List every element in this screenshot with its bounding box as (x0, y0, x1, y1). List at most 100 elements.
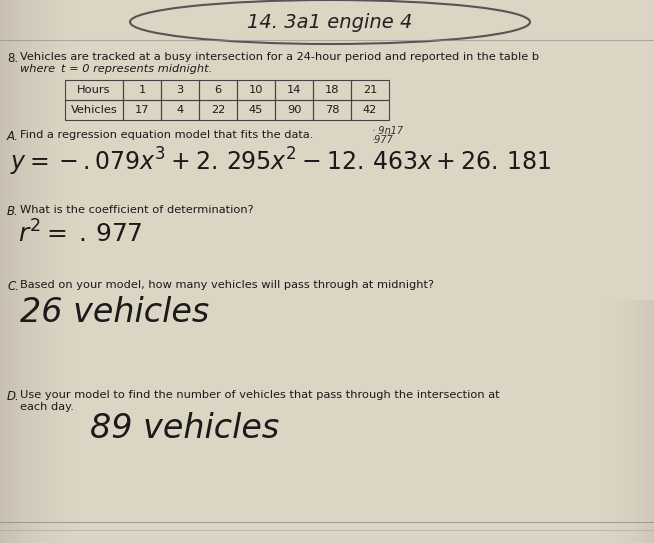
Bar (646, 300, 647, 543)
Bar (627, 300, 628, 543)
Bar (49, 0, 50, 543)
Bar (5, 0, 6, 543)
Bar (237, 100, 275, 120)
Bar (79, 0, 80, 543)
Bar (36, 0, 37, 543)
Text: What is the coefficient of determination?: What is the coefficient of determination… (20, 205, 254, 215)
Bar (34, 0, 35, 543)
Bar (643, 300, 644, 543)
Bar (48, 0, 49, 543)
Bar (650, 300, 651, 543)
Bar (629, 300, 630, 543)
Bar (68, 0, 69, 543)
Text: Hours: Hours (77, 85, 111, 95)
Bar (22, 0, 23, 543)
Bar (46, 0, 47, 543)
Bar (620, 300, 621, 543)
Bar (16, 0, 17, 543)
Bar (59, 0, 60, 543)
Text: 6: 6 (215, 85, 222, 95)
Bar (47, 0, 48, 543)
Bar (75, 0, 76, 543)
Text: Use your model to find the number of vehicles that pass through the intersection: Use your model to find the number of veh… (20, 390, 500, 400)
Bar (634, 300, 635, 543)
Bar (35, 0, 36, 543)
Bar (604, 300, 605, 543)
Bar (54, 0, 55, 543)
Bar (199, 100, 237, 120)
Text: 4: 4 (177, 105, 184, 115)
Bar (72, 0, 73, 543)
Bar (623, 300, 624, 543)
Bar (638, 300, 639, 543)
Bar (199, 80, 237, 100)
Bar (598, 300, 599, 543)
Bar (161, 100, 199, 120)
Bar (12, 0, 13, 543)
Bar (621, 300, 622, 543)
Bar (60, 0, 61, 543)
Bar (30, 0, 31, 543)
Bar (61, 0, 62, 543)
Text: C.: C. (7, 280, 19, 293)
Bar (27, 0, 28, 543)
Bar (8, 0, 9, 543)
Text: A.: A. (7, 130, 19, 143)
Text: D.: D. (7, 390, 20, 403)
Bar (617, 300, 618, 543)
Bar (28, 0, 29, 543)
Bar (29, 0, 30, 543)
Bar (42, 0, 43, 543)
Bar (53, 0, 54, 543)
Bar (2, 0, 3, 543)
Bar (653, 300, 654, 543)
Bar (13, 0, 14, 543)
Bar (237, 80, 275, 100)
Bar (14, 0, 15, 543)
Bar (616, 300, 617, 543)
Text: 18: 18 (325, 85, 339, 95)
Bar (313, 80, 351, 100)
Text: 42: 42 (363, 105, 377, 115)
Bar (9, 0, 10, 543)
Bar (6, 0, 7, 543)
Bar (596, 300, 597, 543)
Bar (65, 80, 123, 100)
Bar (275, 80, 313, 100)
Bar (636, 300, 637, 543)
Bar (637, 300, 638, 543)
Bar (51, 0, 52, 543)
Bar (67, 0, 68, 543)
Bar (0, 0, 1, 543)
Text: 89 vehicles: 89 vehicles (90, 412, 279, 445)
Bar (630, 300, 631, 543)
Bar (38, 0, 39, 543)
Bar (632, 300, 633, 543)
Bar (649, 300, 650, 543)
Bar (76, 0, 77, 543)
Bar (74, 0, 75, 543)
Bar (44, 0, 45, 543)
Bar (123, 80, 161, 100)
Bar (64, 0, 65, 543)
Bar (161, 80, 199, 100)
Bar (612, 300, 613, 543)
Text: 3: 3 (177, 85, 184, 95)
Bar (611, 300, 612, 543)
Bar (633, 300, 634, 543)
Bar (351, 80, 389, 100)
Bar (625, 300, 626, 543)
Bar (275, 100, 313, 120)
Bar (615, 300, 616, 543)
Bar (609, 300, 610, 543)
Bar (24, 0, 25, 543)
Bar (7, 0, 8, 543)
Text: Based on your model, how many vehicles will pass through at midnight?: Based on your model, how many vehicles w… (20, 280, 434, 290)
Text: Vehicles: Vehicles (71, 105, 117, 115)
Bar (639, 300, 640, 543)
Bar (635, 300, 636, 543)
Bar (37, 0, 38, 543)
Bar (56, 0, 57, 543)
Text: $y = -.079x^3 + 2.\,295x^2 - 12.\,463x + 26.\,181$: $y = -.079x^3 + 2.\,295x^2 - 12.\,463x +… (10, 146, 551, 178)
Bar (33, 0, 34, 543)
